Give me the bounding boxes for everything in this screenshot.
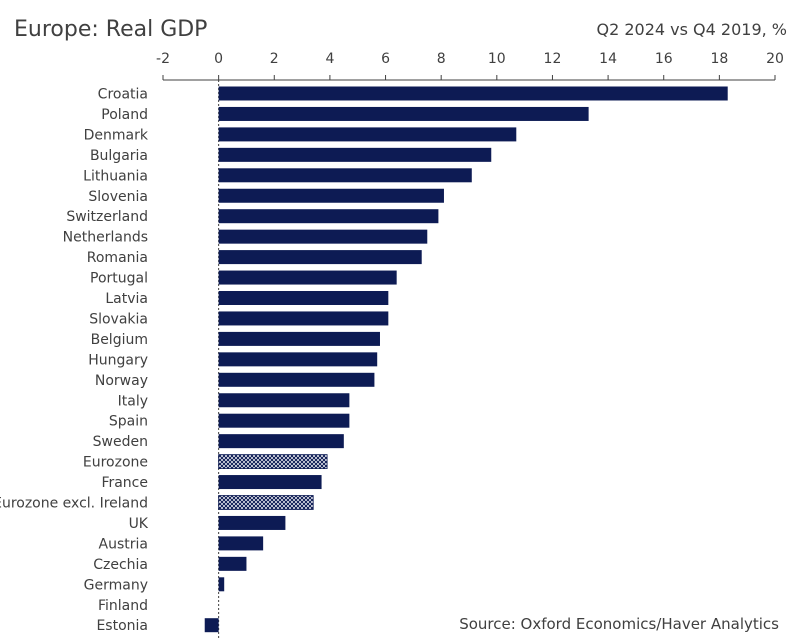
- x-axis: -2 0 2 4 6 8 10 12 14 16 18 20: [156, 51, 784, 640]
- bar: [218, 413, 350, 428]
- category-label: Latvia: [105, 291, 148, 307]
- bar: [218, 556, 247, 571]
- x-tick-label: 10: [488, 51, 506, 67]
- bar: [218, 250, 422, 265]
- bar: [218, 434, 344, 449]
- category-label: Bulgaria: [90, 148, 148, 164]
- bar: [204, 618, 219, 633]
- bar: [218, 331, 380, 346]
- bar: [218, 209, 439, 224]
- category-label: Belgium: [91, 332, 148, 348]
- category-label: Netherlands: [63, 230, 148, 246]
- bar: [218, 188, 444, 203]
- x-tick-label: 18: [710, 51, 728, 67]
- category-label: Switzerland: [66, 209, 148, 225]
- bar: [218, 86, 728, 101]
- bar: [218, 454, 328, 470]
- x-tick-label: 0: [214, 51, 223, 67]
- category-label: Austria: [99, 536, 148, 552]
- bar: [218, 291, 389, 305]
- category-label: Sweden: [93, 434, 148, 450]
- category-labels: Croatia Poland Denmark Bulgaria Lithuania Slo…: [0, 87, 149, 635]
- chart-title: Europe: Real GDP: [14, 17, 208, 42]
- bar: [218, 515, 286, 530]
- bar: [218, 536, 264, 551]
- x-tick-label: 12: [544, 51, 562, 67]
- category-label: Denmark: [84, 127, 149, 143]
- bar: [218, 475, 322, 490]
- bar: [218, 106, 589, 121]
- category-label: Eurozone: [83, 455, 148, 471]
- category-label: Slovenia: [88, 189, 148, 205]
- x-tick-label: -2: [156, 51, 170, 67]
- bar: [218, 229, 428, 244]
- category-label: Estonia: [96, 618, 148, 634]
- source-note: Source: Oxford Economics/Haver Analytics: [459, 615, 779, 633]
- category-label: Lithuania: [83, 168, 148, 184]
- x-tick-label: 6: [381, 51, 390, 67]
- bar: [218, 577, 225, 592]
- category-label: Hungary: [88, 352, 148, 368]
- x-tick-label: 4: [325, 51, 334, 67]
- category-label: Eurozone excl. Ireland: [0, 496, 148, 512]
- category-label: Portugal: [90, 271, 148, 287]
- category-label: Romania: [87, 250, 148, 266]
- x-tick-label: 16: [655, 51, 673, 67]
- category-label: Finland: [98, 598, 148, 614]
- category-label: Croatia: [98, 87, 148, 103]
- category-label: UK: [129, 516, 149, 532]
- category-label: Czechia: [93, 557, 148, 573]
- bar: [218, 270, 397, 285]
- category-label: Norway: [95, 373, 148, 389]
- bars: [204, 86, 728, 633]
- category-label: Germany: [84, 577, 148, 593]
- bar: [218, 311, 389, 326]
- x-tick-label: 14: [599, 51, 617, 67]
- bar: [218, 372, 375, 387]
- x-tick-label: 20: [766, 51, 784, 67]
- bar: [218, 495, 314, 510]
- bar: [218, 393, 350, 408]
- bar: [218, 168, 472, 183]
- category-label: Spain: [109, 414, 148, 430]
- chart-subtitle: Q2 2024 vs Q4 2019, %: [596, 20, 787, 39]
- category-label: Slovakia: [89, 311, 148, 327]
- bar: [218, 147, 492, 162]
- bar: [218, 127, 517, 142]
- x-tick-label: 8: [437, 51, 446, 67]
- category-label: Italy: [118, 393, 148, 409]
- x-tick-label: 2: [270, 51, 279, 67]
- category-label: Poland: [101, 107, 148, 123]
- bar: [218, 352, 378, 367]
- category-label: France: [101, 475, 148, 491]
